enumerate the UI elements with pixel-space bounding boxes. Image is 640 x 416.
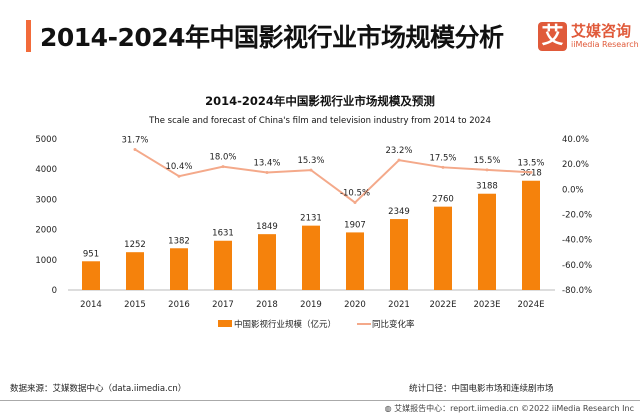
line-value-label: 17.5%: [429, 153, 456, 163]
x-tick-label: 2015: [124, 300, 146, 310]
x-tick-label: 2023E: [473, 300, 500, 310]
logo-mark: 艾: [538, 22, 567, 51]
x-tick-label: 2019: [300, 300, 322, 310]
bar: [478, 193, 496, 290]
y-right-tick-label: 0.0%: [562, 185, 584, 195]
legend-swatch-bar: [218, 320, 232, 327]
bar: [214, 240, 232, 290]
bar-value-label: 1382: [168, 236, 190, 246]
bar: [522, 180, 540, 290]
bar: [126, 252, 144, 290]
line-point: [265, 170, 269, 174]
bar-value-label: 951: [83, 249, 99, 259]
footer-divider: [0, 400, 640, 401]
page-title: 2014-2024年中国影视行业市场规模分析: [40, 23, 504, 52]
x-tick-label: 2018: [256, 300, 278, 310]
x-tick-label: 2021: [388, 300, 410, 310]
y-left-tick-label: 3000: [35, 195, 57, 205]
x-tick-label: 2024E: [517, 300, 544, 310]
bar: [302, 225, 320, 290]
line-point: [353, 201, 357, 205]
bar-value-label: 3188: [476, 182, 498, 192]
line-value-label: 10.4%: [165, 162, 192, 172]
legend: 中国影视行业规模（亿元） 同比变化率: [218, 319, 415, 330]
bar: [258, 234, 276, 290]
x-tick-label: 2022E: [429, 300, 456, 310]
globe-icon: ◍: [384, 404, 392, 413]
data-source: 数据来源：艾媒数据中心（data.iimedia.cn）: [10, 384, 187, 394]
line-value-label: 31.7%: [121, 135, 148, 145]
logo-cn: 艾媒咨询: [571, 22, 632, 40]
y-left-tick-label: 1000: [35, 256, 57, 266]
data-scope: 统计口径：中国电影市场和连续剧市场: [409, 384, 554, 394]
x-tick-label: 2020: [344, 300, 366, 310]
logo: 艾 艾媒咨询 iiMedia Research: [530, 18, 640, 58]
copyright-text: 艾媒报告中心：report.iimedia.cn ©2022 iiMedia R…: [394, 404, 634, 413]
line-point: [177, 174, 181, 178]
copyright: ◍ 艾媒报告中心：report.iimedia.cn ©2022 iiMedia…: [385, 403, 634, 414]
x-tick-label: 2014: [80, 300, 102, 310]
bar: [170, 248, 188, 290]
x-tick-label: 2016: [168, 300, 190, 310]
bar-value-label: 1252: [124, 240, 146, 250]
bar: [434, 206, 452, 290]
line-value-label: 13.4%: [253, 158, 280, 168]
line-value-label: -10.5%: [340, 189, 370, 199]
chart-subtitle: The scale and forecast of China's film a…: [148, 116, 491, 126]
bar-value-label: 2760: [432, 195, 454, 205]
legend-label-bar: 中国影视行业规模（亿元）: [234, 319, 336, 330]
bar-value-label: 2131: [300, 214, 322, 224]
line-value-label: 15.5%: [473, 156, 500, 166]
line-point: [221, 165, 225, 169]
line-point: [309, 168, 313, 172]
title-accent-bar: [26, 20, 31, 52]
bar-value-label: 1631: [212, 229, 234, 239]
line-point: [485, 168, 489, 172]
line-value-label: 23.2%: [385, 146, 412, 156]
y-right-tick-label: -80.0%: [562, 286, 592, 296]
line-value-label: 13.5%: [517, 158, 544, 168]
y-left-tick-label: 2000: [35, 226, 57, 236]
bar-value-label: 2349: [388, 207, 410, 217]
growth-line: [134, 148, 532, 204]
y-right-tick-label: -40.0%: [562, 236, 592, 246]
bar-value-label: 1907: [344, 220, 366, 230]
y-right-tick-label: 20.0%: [562, 160, 589, 170]
legend-label-line: 同比变化率: [372, 319, 415, 330]
y-right-tick-label: -20.0%: [562, 211, 592, 221]
y-left-tick-label: 0: [52, 286, 57, 296]
line-point: [529, 170, 533, 174]
line-point: [441, 165, 445, 169]
line-value-label: 18.0%: [209, 153, 236, 163]
y-left-tick-label: 4000: [35, 165, 57, 175]
bar: [390, 219, 408, 290]
y-right-tick-label: -60.0%: [562, 261, 592, 271]
line-point: [397, 158, 401, 162]
bar-value-label: 1849: [256, 222, 278, 232]
line-value-label: 15.3%: [297, 156, 324, 166]
bar: [346, 232, 364, 290]
logo-en: iiMedia Research: [571, 40, 639, 49]
x-tick-label: 2017: [212, 300, 234, 310]
bar: [82, 261, 100, 290]
y-left-tick-label: 5000: [35, 135, 57, 145]
line-point: [133, 147, 137, 151]
y-right-tick-label: 40.0%: [562, 135, 589, 145]
chart-title: 2014-2024年中国影视行业市场规模及预测: [205, 94, 435, 108]
